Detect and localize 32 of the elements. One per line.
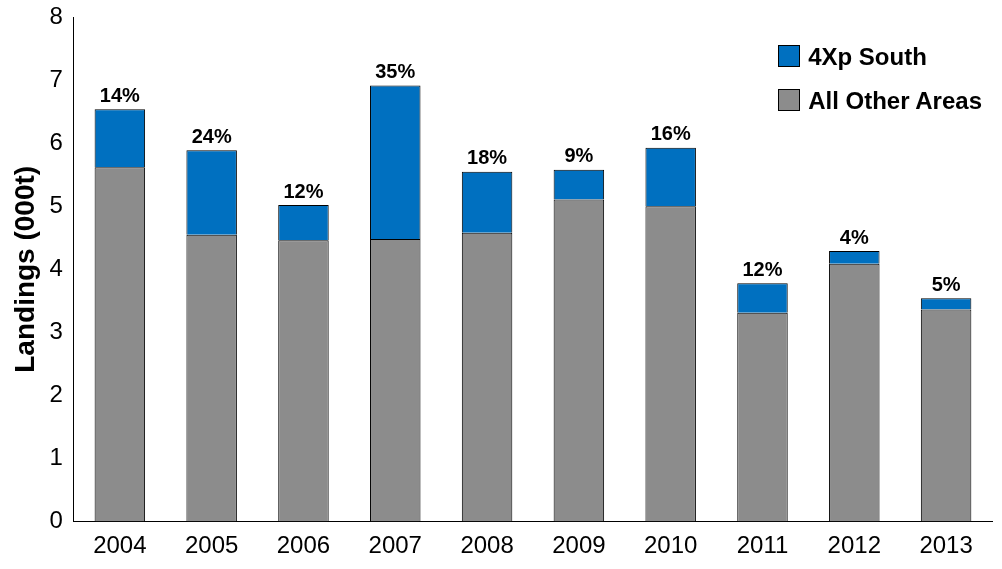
annotation: 24% [191,124,232,147]
legend-label: All Other Areas [808,87,982,114]
legend-label: 4Xp South [808,43,927,70]
y-axis-title: Landings (000t) [8,165,40,373]
y-tick-label: 2 [49,379,63,407]
annotation: 9% [564,144,594,167]
annotation: 12% [283,179,324,202]
annotation: 14% [99,83,141,106]
annotation: 5% [931,272,961,295]
annotation: 35% [375,59,416,82]
y-tick-label: 8 [49,2,63,30]
y-tick-label: 3 [49,316,63,344]
y-tick-label: 5 [49,190,63,218]
y-tick-label: 4 [49,253,63,281]
x-tick-label: 2012 [827,531,881,559]
y-tick-label: 1 [49,442,63,470]
x-tick-label: 2010 [643,531,698,559]
x-tick-label: 2004 [93,531,147,559]
x-tick-label: 2007 [368,531,422,559]
x-tick-label: 2009 [552,531,606,559]
annotation: 16% [650,122,691,145]
x-tick-label: 2008 [460,531,514,559]
annotation: 4% [839,225,869,248]
y-tick-label: 0 [49,505,63,533]
annotation: 18% [467,146,508,169]
x-tick-label: 2011 [736,531,789,559]
annotation: 12% [742,257,783,280]
y-tick-label: 6 [49,127,63,155]
x-tick-label: 2006 [276,531,331,559]
y-tick-label: 7 [49,65,63,92]
x-tick-label: 2013 [919,531,973,559]
x-tick-label: 2005 [184,531,239,559]
